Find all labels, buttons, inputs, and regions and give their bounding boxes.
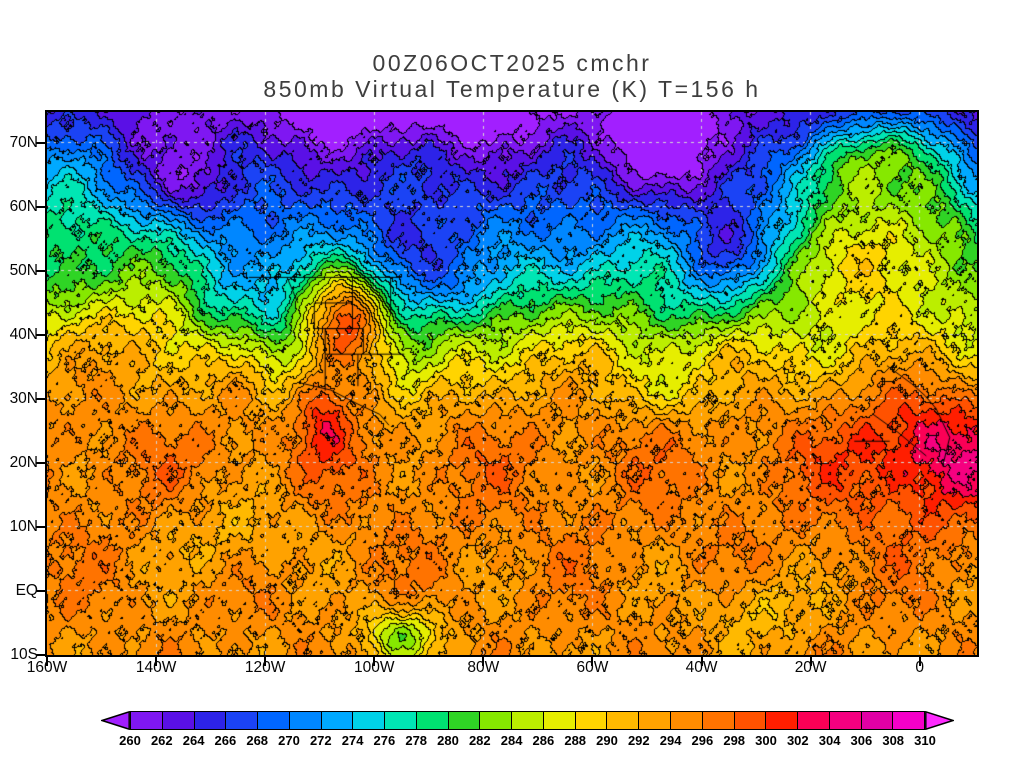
lat-tick-70N (36, 141, 45, 144)
temperature-contour-map-canvas (47, 112, 977, 655)
lon-tick-20W (809, 657, 812, 666)
lat-tick-50N (36, 269, 45, 272)
lat-tick-60N (36, 205, 45, 208)
colorbar-tick-label-286: 286 (532, 733, 555, 748)
colorbar-overflow-arrow (925, 711, 954, 730)
lat-label-70N: 70N (9, 133, 38, 151)
colorbar-tick-label-290: 290 (596, 733, 618, 748)
colorbar-tick-label-272: 272 (309, 733, 332, 748)
colorbar-tick-label-308: 308 (882, 733, 905, 748)
colorbar-cell-308-310 (893, 712, 925, 729)
colorbar-tick-label-280: 280 (437, 733, 459, 748)
colorbar-underflow-arrow (101, 711, 130, 730)
colorbar-tick-label-264: 264 (182, 733, 205, 748)
colorbar-tick-label-270: 270 (278, 733, 300, 748)
colorbar-cell-304-306 (829, 712, 862, 729)
colorbar-tick-label-296: 296 (691, 733, 714, 748)
colorbar-cell-264-266 (194, 712, 227, 729)
colorbar-cell-262-264 (162, 712, 195, 729)
lon-tick-0 (918, 657, 921, 666)
colorbar-cell-274-276 (353, 712, 386, 729)
colorbar-tick-label-306: 306 (850, 733, 873, 748)
lat-label-10N: 10N (9, 517, 38, 535)
lat-label-30N: 30N (9, 389, 38, 407)
lon-label-80W: 80W (467, 659, 500, 676)
colorbar-tick-labels: 260 262 264 266 268 270 272 274 276 278 280 282 284 2… (119, 733, 936, 749)
colorbar-tick-label-302: 302 (786, 733, 809, 748)
lat-label-50N: 50N (9, 261, 38, 279)
colorbar-cell-280-282 (448, 712, 481, 729)
lon-label-0: 0 (915, 659, 925, 676)
colorbar-tick-label-288: 288 (564, 733, 587, 748)
colorbar-cell-286-288 (543, 712, 576, 729)
colorbar-cell-278-280 (416, 712, 449, 729)
colorbar-cell-270-272 (289, 712, 322, 729)
colorbar-cell-284-286 (512, 712, 544, 729)
lon-tick-120W (264, 657, 267, 666)
colorbar-tick-label-268: 268 (246, 733, 269, 748)
colorbar-cell-276-278 (385, 712, 417, 729)
lat-tick-20N (36, 461, 45, 464)
colorbar-tick-label-284: 284 (500, 733, 523, 748)
colorbar-cell-306-308 (861, 712, 894, 729)
colorbar-tick-label-282: 282 (468, 733, 491, 748)
colorbar-cell-300-302 (766, 712, 799, 729)
colorbar-cell-260-262 (131, 712, 163, 729)
lat-tick-30N (36, 397, 45, 400)
colorbar-cell-296-298 (702, 712, 735, 729)
colorbar-tick-label-276: 276 (373, 733, 396, 748)
lat-tick-EQ (36, 589, 45, 592)
colorbar-cell-272-274 (321, 712, 354, 729)
lon-label-140W: 140W (135, 659, 177, 676)
lon-tick-160W (46, 657, 48, 666)
colorbar-cell-294-296 (671, 712, 703, 729)
colorbar-tick-label-260: 260 (119, 733, 141, 748)
colorbar-tick-label-298: 298 (723, 733, 746, 748)
colorbar-cell-292-294 (639, 712, 672, 729)
colorbar-tick-label-278: 278 (405, 733, 428, 748)
lon-tick-100W (373, 657, 376, 666)
colorbar-tick-label-266: 266 (214, 733, 237, 748)
colorbar-tick-label-274: 274 (341, 733, 364, 748)
colorbar-cell-302-304 (798, 712, 830, 729)
colorbar-cell-290-292 (607, 712, 640, 729)
lat-label-10S: 10S (10, 646, 38, 663)
colorbar-cell-268-270 (258, 712, 290, 729)
colorbar-tick-label-300: 300 (755, 733, 777, 748)
colorbar-tick-label-262: 262 (150, 733, 173, 748)
lat-label-EQ: EQ (15, 581, 38, 599)
colorbar-tick-label-304: 304 (818, 733, 841, 748)
colorbar-cell-298-300 (734, 712, 767, 729)
lat-label-60N: 60N (9, 197, 38, 215)
lon-label-40W: 40W (685, 659, 718, 676)
lon-label-20W: 20W (794, 659, 827, 676)
lon-tick-60W (591, 657, 594, 666)
lon-label-60W: 60W (576, 659, 609, 676)
lat-tick-40N (36, 333, 45, 336)
colorbar-tick-label-310: 310 (914, 733, 936, 748)
lat-label-20N: 20N (9, 453, 38, 471)
map-frame (45, 110, 979, 657)
chart-title-run-model: 00Z06OCT2025 cmchr (372, 50, 652, 76)
colorbar (130, 711, 925, 730)
lat-tick-10N (36, 525, 45, 528)
lon-tick-80W (482, 657, 485, 666)
lat-label-40N: 40N (9, 325, 38, 343)
colorbar-tick-label-292: 292 (627, 733, 650, 748)
colorbar-tick-label-294: 294 (659, 733, 682, 748)
colorbar-cell-266-268 (226, 712, 259, 729)
lat-tick-10S (36, 654, 45, 656)
lon-tick-140W (155, 657, 158, 666)
chart-title-field: 850mb Virtual Temperature (K) T=156 h (263, 76, 761, 102)
lon-tick-40W (700, 657, 703, 666)
colorbar-cell-282-284 (480, 712, 513, 729)
lon-label-100W: 100W (354, 659, 395, 676)
colorbar-cell-288-290 (575, 712, 608, 729)
lon-label-160W: 160W (26, 659, 68, 676)
lon-label-120W: 120W (244, 659, 286, 676)
